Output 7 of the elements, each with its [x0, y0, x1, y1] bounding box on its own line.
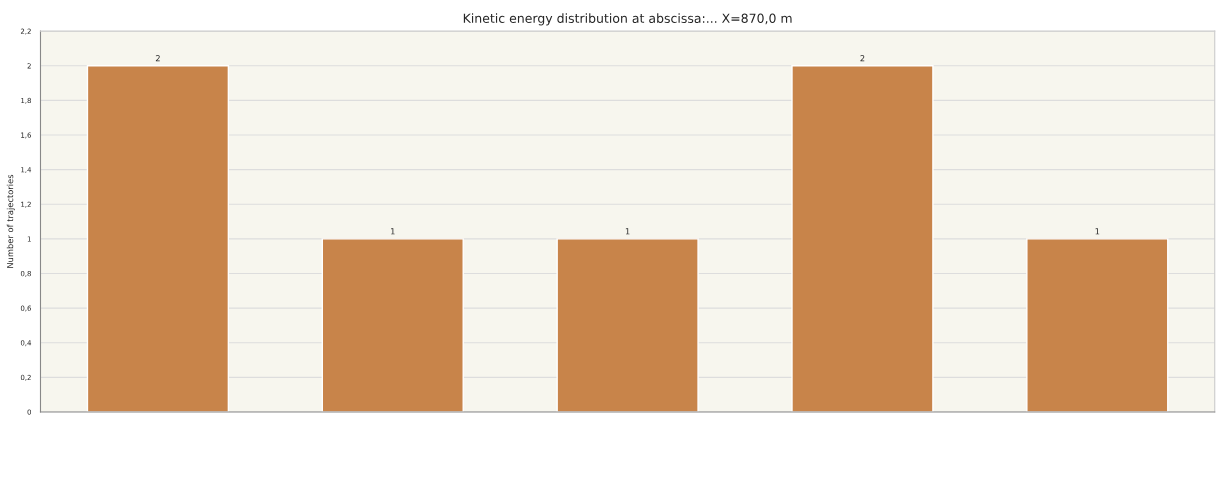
- data-label: 2: [860, 55, 865, 62]
- data-label: 1: [1095, 228, 1100, 235]
- y-axis-title: Number of trajectories: [6, 174, 15, 268]
- data-label: 2: [155, 55, 160, 62]
- chart-title: Kinetic energy distribution at abscissa:... X=870,0 m: [463, 13, 792, 26]
- data-label: 1: [391, 228, 395, 235]
- data-label: 1: [625, 228, 630, 235]
